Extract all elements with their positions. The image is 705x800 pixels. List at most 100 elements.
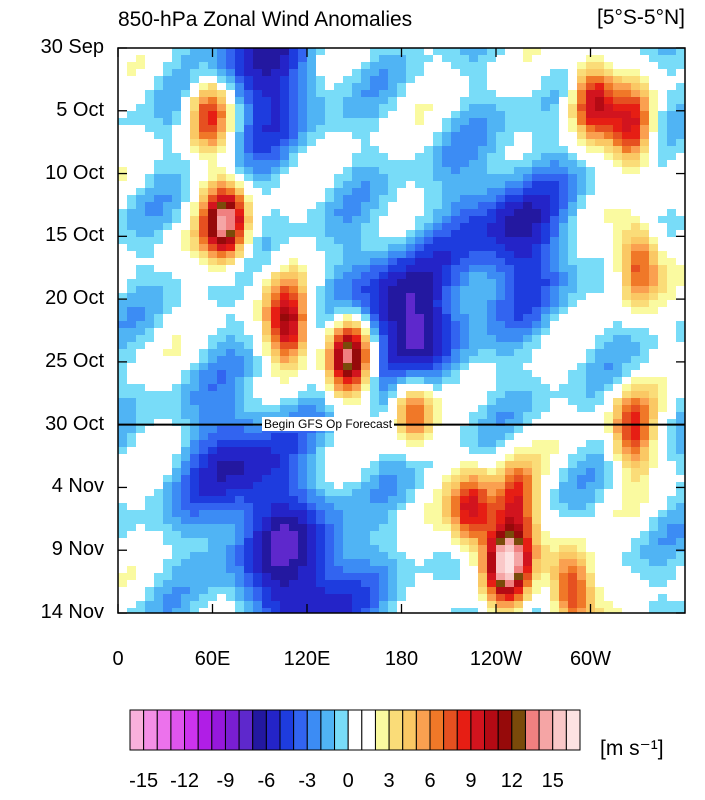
field-cell	[163, 482, 173, 490]
field-cell	[244, 139, 254, 147]
field-cell	[217, 55, 227, 63]
field-cell	[370, 398, 380, 406]
field-cell	[523, 454, 533, 462]
field-cell	[397, 167, 407, 175]
field-cell	[613, 419, 623, 427]
field-cell	[316, 412, 326, 420]
field-cell	[451, 279, 461, 287]
field-cell	[487, 118, 497, 126]
field-cell	[307, 237, 317, 245]
field-cell	[226, 377, 236, 385]
field-cell	[127, 496, 137, 504]
field-cell	[334, 118, 344, 126]
field-cell	[667, 153, 677, 161]
field-cell	[235, 237, 245, 245]
field-cell	[289, 90, 299, 98]
field-cell	[352, 48, 362, 56]
field-cell	[469, 188, 479, 196]
field-cell	[181, 384, 191, 392]
field-cell	[487, 370, 497, 378]
field-cell	[397, 272, 407, 280]
field-cell	[577, 216, 587, 224]
field-cell	[505, 419, 515, 427]
field-cell	[451, 251, 461, 259]
field-cell	[316, 104, 326, 112]
field-cell	[667, 160, 677, 168]
field-cell	[532, 202, 542, 210]
field-cell	[307, 55, 317, 63]
field-cell	[280, 237, 290, 245]
field-cell	[316, 475, 326, 483]
field-cell	[262, 573, 272, 581]
field-cell	[379, 468, 389, 476]
field-cell	[361, 545, 371, 553]
field-cell	[172, 489, 182, 497]
field-cell	[595, 293, 605, 301]
field-cell	[469, 97, 479, 105]
field-cell	[388, 153, 398, 161]
field-cell	[190, 447, 200, 455]
field-cell	[226, 314, 236, 322]
field-cell	[658, 510, 668, 518]
field-cell	[451, 538, 461, 546]
field-cell	[676, 475, 686, 483]
field-cell	[622, 573, 632, 581]
field-cell	[415, 342, 425, 350]
field-cell	[577, 223, 587, 231]
field-cell	[478, 328, 488, 336]
field-cell	[415, 139, 425, 147]
field-cell	[280, 132, 290, 140]
field-cell	[649, 342, 659, 350]
field-cell	[424, 342, 434, 350]
field-cell	[604, 195, 614, 203]
field-cell	[118, 328, 128, 336]
field-cell	[568, 440, 578, 448]
field-cell	[154, 300, 164, 308]
field-cell	[154, 118, 164, 126]
field-cell	[244, 580, 254, 588]
field-cell	[208, 258, 218, 266]
field-cell	[370, 90, 380, 98]
field-cell	[154, 496, 164, 504]
field-cell	[280, 209, 290, 217]
field-cell	[316, 391, 326, 399]
field-cell	[307, 153, 317, 161]
field-cell	[127, 412, 137, 420]
field-cell	[424, 370, 434, 378]
field-cell	[298, 76, 308, 84]
field-cell	[442, 328, 452, 336]
field-cell	[478, 510, 488, 518]
field-cell	[343, 580, 353, 588]
field-cell	[460, 76, 470, 84]
field-cell	[370, 335, 380, 343]
field-cell	[460, 384, 470, 392]
field-cell	[163, 398, 173, 406]
field-cell	[208, 384, 218, 392]
field-cell	[208, 237, 218, 245]
field-cell	[289, 174, 299, 182]
field-cell	[622, 468, 632, 476]
field-cell	[424, 433, 434, 441]
field-cell	[559, 202, 569, 210]
field-cell	[478, 125, 488, 133]
field-cell	[559, 552, 569, 560]
field-cell	[568, 531, 578, 539]
field-cell	[640, 580, 650, 588]
field-cell	[613, 272, 623, 280]
field-cell	[523, 370, 533, 378]
field-cell	[298, 573, 308, 581]
field-cell	[379, 62, 389, 70]
field-cell	[343, 440, 353, 448]
field-cell	[163, 230, 173, 238]
field-cell	[271, 405, 281, 413]
field-cell	[640, 468, 650, 476]
field-cell	[649, 321, 659, 329]
field-cell	[496, 503, 506, 511]
field-cell	[667, 216, 677, 224]
field-cell	[568, 209, 578, 217]
field-cell	[181, 48, 191, 56]
field-cell	[532, 118, 542, 126]
field-cell	[595, 104, 605, 112]
field-cell	[226, 293, 236, 301]
field-cell	[343, 111, 353, 119]
